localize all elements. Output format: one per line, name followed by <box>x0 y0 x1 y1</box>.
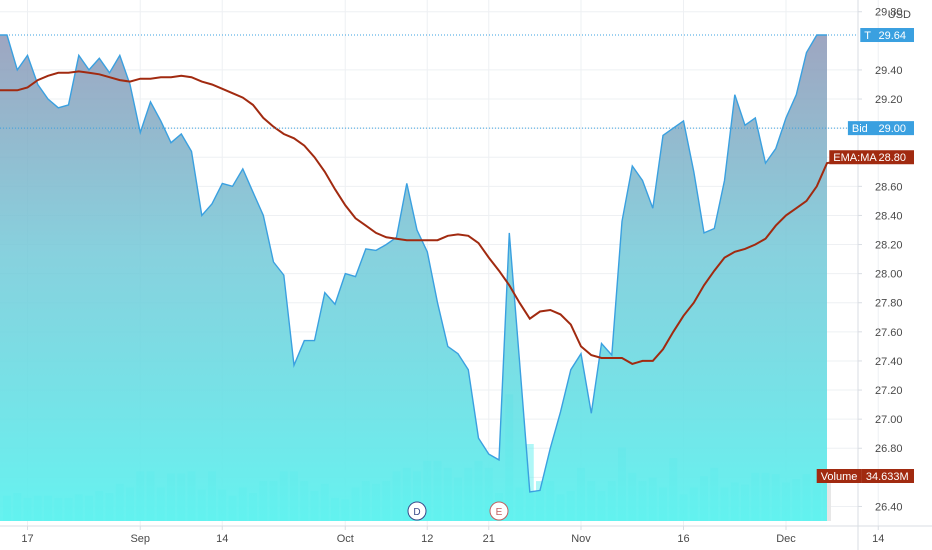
tag-bid-label: Bid <box>852 123 868 135</box>
price-lines <box>0 34 858 129</box>
tag-t-value-bg <box>874 28 914 43</box>
x-tick-label: 14 <box>872 533 884 545</box>
tag-bid-value-bg <box>874 121 914 136</box>
x-tick-label: Oct <box>337 533 354 545</box>
x-tick-label: Dec <box>776 533 796 545</box>
y-tick-label: 27.40 <box>875 356 903 368</box>
x-tick-label: Sep <box>130 533 150 545</box>
y-tick-label: 29.40 <box>875 65 903 77</box>
tag-t-label-bg <box>860 28 875 43</box>
tag-t: T 29.64 <box>860 28 914 43</box>
y-tick-label: 27.00 <box>875 414 903 426</box>
x-tick-label: 12 <box>421 533 433 545</box>
event-marker-circle[interactable] <box>489 501 509 521</box>
tag-t-value: 29.64 <box>879 30 907 42</box>
price-tags: T 29.64 Bid 29.00 EMA:MA 28.80 Volume 34.633M <box>816 28 914 483</box>
x-tick-label: 21 <box>483 533 495 545</box>
price-line <box>0 34 827 493</box>
y-tick-label: 29.20 <box>875 94 903 106</box>
y-tick-label: 29.80 <box>875 7 903 19</box>
tag-volume-value-bg <box>861 469 914 483</box>
tag-bid-label-bg <box>847 121 875 136</box>
y-tick-label: 26.80 <box>875 443 903 455</box>
x-tick-label: 14 <box>216 533 228 545</box>
y-tick-label: 28.20 <box>875 240 903 252</box>
event-marker-circle[interactable] <box>407 501 427 521</box>
y-tick-label: 28.00 <box>875 269 903 281</box>
y-tick-label: 27.20 <box>875 385 903 397</box>
tag-bid: Bid 29.00 <box>847 121 914 136</box>
ema-path <box>0 70 867 365</box>
tag-t-label: T <box>864 30 871 42</box>
event-marker-label: D <box>413 507 420 518</box>
tag-volume: Volume 34.633M <box>816 469 914 483</box>
tag-volume-label-bg <box>816 469 862 483</box>
tag-ema-ma-value-bg <box>874 150 914 165</box>
currency-label: USD <box>888 9 911 21</box>
y-tick-label: 28.40 <box>875 210 903 222</box>
tag-volume-value: 34.633M <box>866 471 909 483</box>
price-area-fill <box>0 35 827 521</box>
price-area <box>0 34 827 521</box>
x-tick-label: 16 <box>677 533 689 545</box>
tag-ema-ma-label-bg <box>829 150 875 165</box>
tag-volume-label: Volume <box>821 471 858 483</box>
tag-ema-ma-label: EMA:MA <box>833 152 877 164</box>
x-tick-label: 17 <box>21 533 33 545</box>
event-marker-d[interactable]: D <box>407 501 427 521</box>
event-marker-e[interactable]: E <box>489 501 509 521</box>
y-tick-label: 28.60 <box>875 181 903 193</box>
tag-ema-ma-value: 28.80 <box>879 152 907 164</box>
tag-ema-ma: EMA:MA 28.80 <box>829 150 914 165</box>
y-tick-label: 26.40 <box>875 501 903 513</box>
event-marker-label: E <box>496 507 503 518</box>
y-tick-label: 27.80 <box>875 298 903 310</box>
y-tick-label: 27.60 <box>875 327 903 339</box>
tag-bid-value: 29.00 <box>879 123 907 135</box>
x-tick-label: Nov <box>571 533 591 545</box>
ema-line <box>0 70 867 365</box>
